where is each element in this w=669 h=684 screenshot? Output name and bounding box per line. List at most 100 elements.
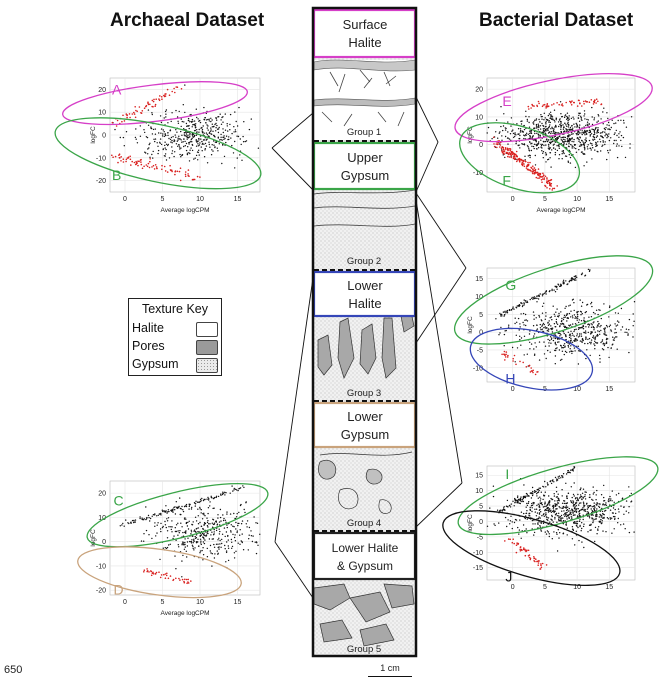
data-point (605, 324, 608, 327)
data-point (556, 145, 558, 147)
data-point (547, 519, 549, 521)
data-point (184, 546, 186, 548)
data-point (585, 137, 587, 139)
data-point (556, 479, 559, 481)
data-point (628, 318, 631, 321)
data-point (177, 120, 179, 122)
data-point (562, 532, 564, 535)
data-point (198, 501, 200, 504)
data-point (625, 126, 628, 128)
data-point (224, 544, 226, 547)
data-point (152, 514, 155, 516)
data-point (228, 136, 230, 138)
data-point (160, 121, 163, 124)
data-point (248, 526, 251, 529)
data-point (584, 142, 586, 144)
data-point (156, 515, 158, 517)
data-point (498, 334, 500, 336)
data-point (578, 126, 580, 128)
x-tick-label: 10 (573, 386, 581, 393)
data-point (211, 126, 214, 128)
data-point-red (141, 167, 144, 170)
data-point (239, 534, 241, 536)
data-point (551, 505, 554, 507)
data-point (582, 518, 584, 521)
data-point (177, 122, 180, 124)
data-point-red (145, 105, 147, 108)
data-point (154, 128, 156, 130)
data-point (504, 314, 506, 316)
data-point (554, 363, 556, 365)
data-point (521, 498, 523, 501)
data-point (590, 301, 593, 304)
data-point (487, 126, 490, 129)
data-point (540, 143, 542, 145)
data-point (572, 493, 575, 496)
data-point (546, 504, 548, 507)
data-point-red (151, 166, 153, 168)
data-point-red (532, 168, 534, 171)
data-point (536, 495, 538, 497)
data-point (160, 522, 162, 525)
data-point (518, 305, 520, 308)
data-point (176, 116, 179, 118)
data-point (596, 131, 598, 133)
data-point (257, 147, 260, 149)
data-point (184, 517, 186, 519)
data-point (550, 114, 552, 116)
data-point (146, 136, 149, 139)
data-point (534, 132, 536, 135)
data-point (220, 546, 222, 548)
data-point (182, 141, 184, 143)
data-point-red (166, 171, 169, 173)
data-point (589, 269, 591, 272)
data-point (560, 284, 562, 287)
data-point (545, 486, 547, 488)
data-point (185, 122, 188, 125)
data-point (577, 499, 579, 502)
data-point-red (154, 164, 157, 166)
data-point (546, 128, 548, 130)
data-point (542, 322, 545, 325)
data-point (568, 336, 571, 339)
data-point-red (521, 159, 523, 162)
data-point-red (588, 101, 591, 103)
data-point (606, 517, 609, 519)
connector-bacterial-1 (415, 96, 439, 193)
data-point (500, 106, 502, 108)
data-point-red (532, 369, 534, 372)
data-point (195, 126, 197, 128)
data-point (613, 139, 615, 142)
data-point-red (493, 143, 495, 145)
data-point (588, 515, 590, 517)
data-point (164, 134, 166, 136)
data-point (561, 517, 563, 519)
data-point (547, 159, 549, 161)
data-point-red (147, 101, 149, 103)
data-point (597, 141, 599, 143)
data-point (516, 496, 519, 499)
data-point (586, 123, 588, 125)
data-point (180, 513, 182, 516)
data-point (255, 522, 257, 524)
data-point-red (143, 571, 145, 573)
data-point (582, 525, 585, 528)
data-point (593, 508, 595, 511)
data-point-red (550, 179, 552, 181)
data-point (179, 148, 181, 150)
data-point (134, 136, 137, 139)
data-point (519, 323, 521, 325)
y-tick-label: -5 (477, 534, 483, 541)
data-point (572, 334, 574, 336)
data-point (540, 146, 542, 148)
data-point (526, 495, 528, 497)
data-point (200, 543, 202, 546)
data-point (519, 519, 521, 521)
data-point-red (517, 158, 519, 160)
data-point (156, 524, 158, 526)
data-point-red (507, 354, 509, 357)
data-point (541, 147, 543, 149)
data-point (230, 137, 232, 139)
data-point (201, 132, 204, 134)
data-point (599, 138, 601, 140)
